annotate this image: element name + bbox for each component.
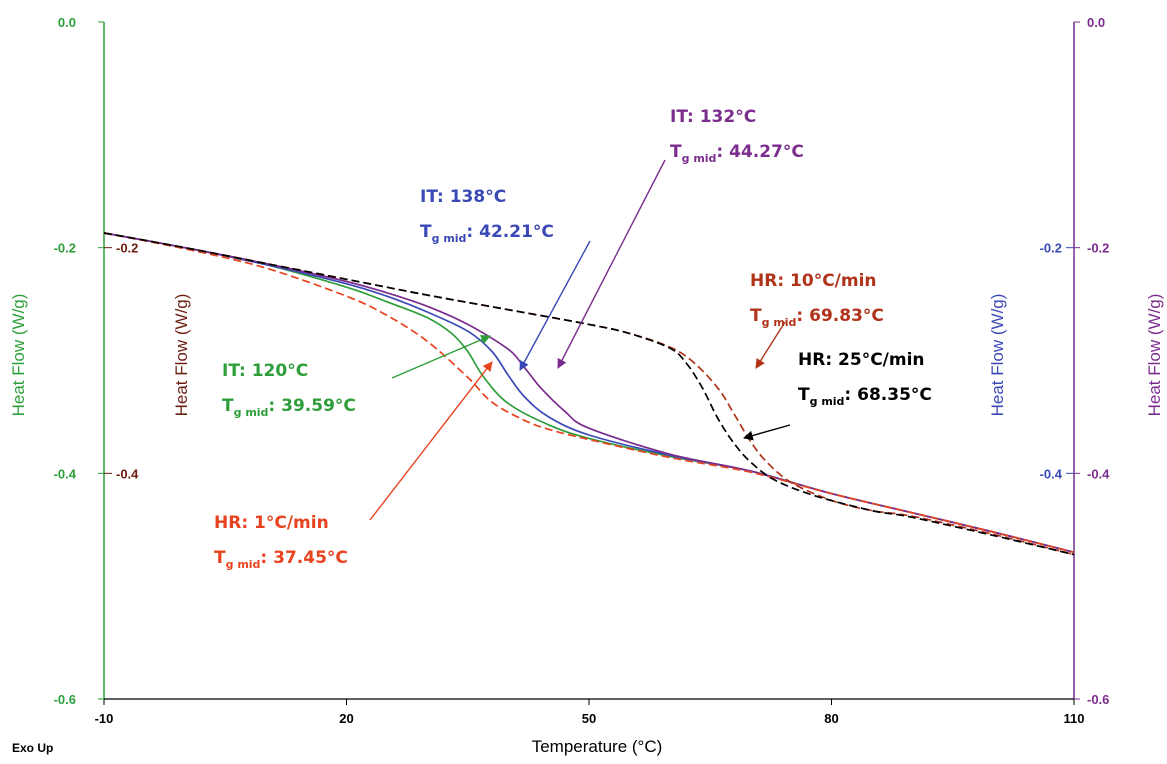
annotation-line2: Tg mid: 42.21°C	[420, 222, 554, 245]
y-tick-label-left-outer: 0.0	[58, 15, 76, 30]
series-line-red	[103, 232, 1075, 554]
annotations: IT: 132°CTg mid: 44.27°CIT: 138°CTg mid:…	[214, 107, 932, 571]
tg-value: : 42.21°C	[466, 222, 553, 242]
x-tick-label: 80	[824, 711, 838, 726]
y-tick-label-right-outer: -0.4	[1087, 466, 1110, 481]
tg-symbol: T	[750, 306, 762, 326]
y-tick-label-right-outer: -0.2	[1087, 241, 1109, 256]
annotation-line2: Tg mid: 44.27°C	[670, 142, 804, 165]
y-tick-label-right-outer: 0.0	[1087, 15, 1105, 30]
tg-symbol: T	[670, 142, 682, 162]
x-tick-label: 20	[339, 711, 353, 726]
annotation-arrow	[743, 424, 791, 441]
series-line-black	[103, 232, 1075, 556]
annotation-line2: Tg mid: 69.83°C	[750, 306, 884, 329]
annotation-line1: HR: 10°C/min	[750, 271, 877, 291]
y-tick-label-left-outer: -0.4	[54, 466, 77, 481]
annotation-line2: Tg mid: 68.35°C	[798, 385, 932, 408]
annotation-hr25: HR: 25°C/min Tg mid: 68.35°C	[743, 350, 932, 441]
tg-subscript: g mid	[810, 395, 845, 408]
plot-area	[103, 232, 1075, 556]
annotation-arrow	[755, 321, 786, 369]
annotation-arrow	[519, 240, 591, 371]
y-tick-label-left-outer: -0.6	[54, 692, 76, 707]
annotation-it120: IT: 120°C Tg mid: 39.59°C	[222, 334, 491, 419]
tg-subscript: g mid	[682, 152, 717, 165]
y-axis-title-left-inner: Heat Flow (W/g)	[172, 294, 191, 417]
axes: -10 20 50 80 110 0.0 -0.2 -0.4 -0.6 -0.2 -0.4 -0.2 -…	[54, 15, 1111, 726]
tg-value: : 39.59°C	[268, 396, 355, 416]
x-axis-title: Temperature (°C)	[532, 737, 663, 756]
annotation-arrow	[557, 159, 666, 369]
tg-value: : 68.35°C	[844, 385, 931, 405]
x-tick-label: 110	[1064, 711, 1085, 726]
x-tick-label: -10	[95, 711, 114, 726]
annotation-line1: HR: 1°C/min	[214, 513, 329, 533]
tg-symbol: T	[214, 548, 226, 568]
tg-subscript: g mid	[762, 316, 797, 329]
tg-symbol: T	[798, 385, 810, 405]
annotation-it138: IT: 138°C Tg mid: 42.21°C	[420, 187, 591, 371]
x-tick-label: 50	[582, 711, 596, 726]
annotation-line1: IT: 138°C	[420, 187, 506, 207]
annotation-line1: HR: 25°C/min	[798, 350, 925, 370]
tg-value: : 44.27°C	[716, 142, 803, 162]
y-tick-label-right-outer: -0.6	[1087, 692, 1109, 707]
annotation-line2: Tg mid: 39.59°C	[222, 396, 356, 419]
annotation-line2: Tg mid: 37.45°C	[214, 548, 348, 571]
corner-label: Exo Up	[12, 741, 53, 755]
y-tick-label-left-outer: -0.2	[54, 241, 76, 256]
tg-value: : 69.83°C	[796, 306, 883, 326]
y-axis-title-left-outer: Heat Flow (W/g)	[9, 294, 28, 417]
tg-value: : 37.45°C	[260, 548, 347, 568]
y-tick-label-left-inner: -0.2	[116, 241, 138, 256]
y-tick-label-right-inner: -0.2	[1040, 241, 1062, 256]
tg-subscript: g mid	[432, 232, 467, 245]
annotation-it132: IT: 132°CTg mid: 44.27°C	[557, 107, 804, 369]
tg-symbol: T	[222, 396, 234, 416]
tg-subscript: g mid	[234, 406, 269, 419]
annotation-arrow	[369, 361, 493, 521]
y-axis-title-right-inner: Heat Flow (W/g)	[988, 294, 1007, 417]
annotation-arrow	[391, 334, 491, 379]
tg-symbol: T	[420, 222, 432, 242]
annotation-line1: IT: 132°C	[670, 107, 756, 127]
annotation-line1: IT: 120°C	[222, 361, 308, 381]
y-tick-label-right-inner: -0.4	[1040, 466, 1063, 481]
y-tick-label-left-inner: -0.4	[116, 466, 139, 481]
y-axis-title-right-outer: Heat Flow (W/g)	[1145, 294, 1164, 417]
annotation-hr10: HR: 10°C/min Tg mid: 69.83°C	[750, 271, 884, 369]
tg-subscript: g mid	[226, 558, 261, 571]
